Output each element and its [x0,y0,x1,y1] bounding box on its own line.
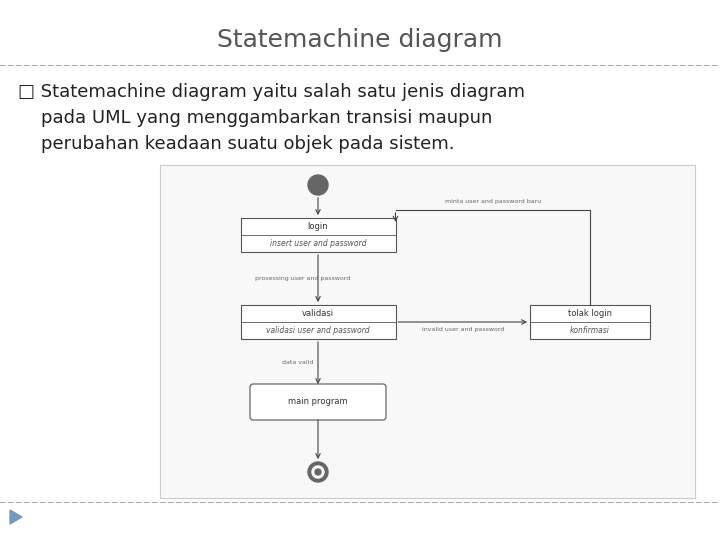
Text: tolak login: tolak login [568,309,612,318]
Text: invalid user and password: invalid user and password [422,327,504,333]
Text: main program: main program [288,397,348,407]
Bar [160,165,695,498]
Circle shape [308,175,328,195]
Text: □ Statemachine diagram yaitu salah satu jenis diagram: □ Statemachine diagram yaitu salah satu … [18,83,525,101]
Text: insert user and password: insert user and password [270,239,366,248]
Text: perubahan keadaan suatu objek pada sistem.: perubahan keadaan suatu objek pada siste… [18,135,454,153]
Text: prosessing user and password: prosessing user and password [256,276,351,281]
Text: data valid: data valid [282,361,314,366]
FancyBboxPatch shape [250,384,386,420]
Text: minta user and password baru: minta user and password baru [445,199,541,205]
Text: validasi user and password: validasi user and password [266,326,370,335]
Circle shape [312,466,324,478]
Text: login: login [307,222,328,231]
Text: pada UML yang menggambarkan transisi maupun: pada UML yang menggambarkan transisi mau… [18,109,492,127]
Text: validasi: validasi [302,309,334,318]
Text: konfirmasi: konfirmasi [570,326,610,335]
Text: Statemachine diagram: Statemachine diagram [217,28,503,52]
Circle shape [315,469,321,475]
Bar [240,218,395,252]
Bar [240,305,395,339]
Polygon shape [10,510,22,524]
Bar [530,305,650,339]
Circle shape [308,462,328,482]
